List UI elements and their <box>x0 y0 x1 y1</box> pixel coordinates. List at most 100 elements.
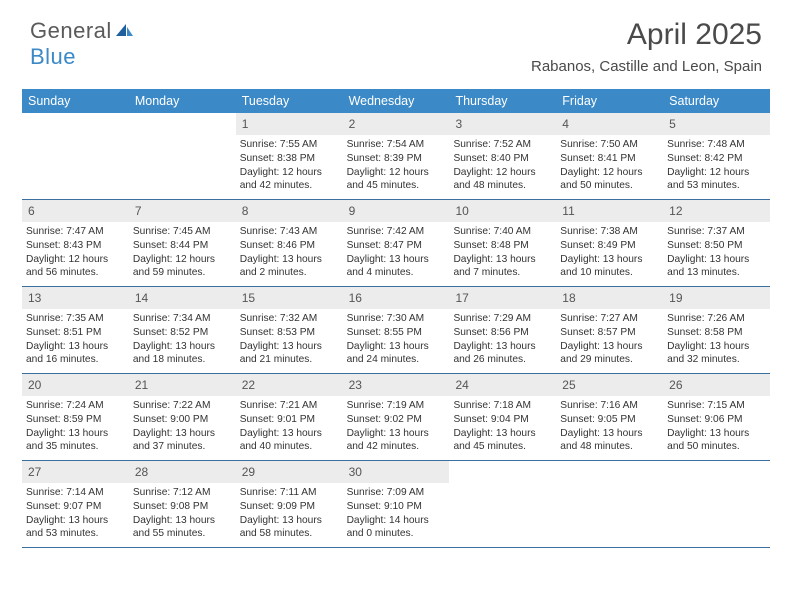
day-number: 28 <box>129 461 236 483</box>
day-details: Sunrise: 7:37 AMSunset: 8:50 PMDaylight:… <box>667 225 766 280</box>
day-number: 6 <box>22 200 129 222</box>
day-details: Sunrise: 7:47 AMSunset: 8:43 PMDaylight:… <box>26 225 125 280</box>
day-cell: 30Sunrise: 7:09 AMSunset: 9:10 PMDayligh… <box>343 461 450 547</box>
day-details: Sunrise: 7:29 AMSunset: 8:56 PMDaylight:… <box>453 312 552 367</box>
day-details: Sunrise: 7:50 AMSunset: 8:41 PMDaylight:… <box>560 138 659 193</box>
day-cell: 16 Sunrise: 7:30 AMSunset: 8:55 PMDayligh… <box>343 287 450 373</box>
day-number: 19 <box>663 287 770 309</box>
day-cell: . <box>663 461 770 547</box>
day-number: 27 <box>22 461 129 483</box>
week-row: 6 Sunrise: 7:47 AMSunset: 8:43 PMDaylight… <box>22 200 770 287</box>
dow-header-row: SundayMondayTuesdayWednesdayThursdayFrid… <box>22 89 770 113</box>
day-details: Sunrise: 7:42 AMSunset: 8:47 PMDaylight:… <box>347 225 446 280</box>
day-details: Sunrise: 7:16 AMSunset: 9:05 PMDaylight:… <box>560 399 659 454</box>
dow-cell: Sunday <box>22 89 129 113</box>
day-cell: 4 Sunrise: 7:50 AMSunset: 8:41 PMDaylight… <box>556 113 663 199</box>
day-details: Sunrise: 7:21 AMSunset: 9:01 PMDaylight:… <box>240 399 339 454</box>
day-cell: 11 Sunrise: 7:38 AMSunset: 8:49 PMDayligh… <box>556 200 663 286</box>
day-cell: 26 Sunrise: 7:15 AMSunset: 9:06 PMDayligh… <box>663 374 770 460</box>
day-number: 17 <box>449 287 556 309</box>
day-cell: 13 Sunrise: 7:35 AMSunset: 8:51 PMDayligh… <box>22 287 129 373</box>
day-details: Sunrise: 7:55 AMSunset: 8:38 PMDaylight:… <box>240 138 339 193</box>
day-cell: 14Sunrise: 7:34 AMSunset: 8:52 PMDayligh… <box>129 287 236 373</box>
day-details: Sunrise: 7:18 AMSunset: 9:04 PMDaylight:… <box>453 399 552 454</box>
day-number: 22 <box>236 374 343 396</box>
dow-cell: Tuesday <box>236 89 343 113</box>
day-cell: 10Sunrise: 7:40 AMSunset: 8:48 PMDayligh… <box>449 200 556 286</box>
day-cell: 15 Sunrise: 7:32 AMSunset: 8:53 PMDayligh… <box>236 287 343 373</box>
day-number: 9 <box>343 200 450 222</box>
day-details: Sunrise: 7:34 AMSunset: 8:52 PMDaylight:… <box>133 312 232 367</box>
dow-cell: Thursday <box>449 89 556 113</box>
day-details: Sunrise: 7:54 AMSunset: 8:39 PMDaylight:… <box>347 138 446 193</box>
day-cell: 3 Sunrise: 7:52 AMSunset: 8:40 PMDaylight… <box>449 113 556 199</box>
day-number: 11 <box>556 200 663 222</box>
calendar: SundayMondayTuesdayWednesdayThursdayFrid… <box>22 89 770 548</box>
day-details: Sunrise: 7:38 AMSunset: 8:49 PMDaylight:… <box>560 225 659 280</box>
day-cell: . <box>129 113 236 199</box>
day-number: 16 <box>343 287 450 309</box>
day-cell: . <box>22 113 129 199</box>
day-details: Sunrise: 7:35 AMSunset: 8:51 PMDaylight:… <box>26 312 125 367</box>
day-cell: 21Sunrise: 7:22 AMSunset: 9:00 PMDayligh… <box>129 374 236 460</box>
day-cell: 8 Sunrise: 7:43 AMSunset: 8:46 PMDaylight… <box>236 200 343 286</box>
day-cell: 17 Sunrise: 7:29 AMSunset: 8:56 PMDayligh… <box>449 287 556 373</box>
day-details: Sunrise: 7:43 AMSunset: 8:46 PMDaylight:… <box>240 225 339 280</box>
day-number: 20 <box>22 374 129 396</box>
day-details: Sunrise: 7:52 AMSunset: 8:40 PMDaylight:… <box>453 138 552 193</box>
day-number: 7 <box>129 200 236 222</box>
day-details: Sunrise: 7:30 AMSunset: 8:55 PMDaylight:… <box>347 312 446 367</box>
day-number: 4 <box>556 113 663 135</box>
day-cell: 9 Sunrise: 7:42 AMSunset: 8:47 PMDaylight… <box>343 200 450 286</box>
location-text: Rabanos, Castille and Leon, Spain <box>531 58 762 75</box>
day-number: 8 <box>236 200 343 222</box>
page-title: April 2025 <box>531 18 762 52</box>
logo-text-part1: General <box>30 18 112 43</box>
dow-cell: Monday <box>129 89 236 113</box>
day-details: Sunrise: 7:19 AMSunset: 9:02 PMDaylight:… <box>347 399 446 454</box>
day-details: Sunrise: 7:27 AMSunset: 8:57 PMDaylight:… <box>560 312 659 367</box>
day-cell: 18 Sunrise: 7:27 AMSunset: 8:57 PMDayligh… <box>556 287 663 373</box>
day-details: Sunrise: 7:40 AMSunset: 8:48 PMDaylight:… <box>453 225 552 280</box>
day-number: 1 <box>236 113 343 135</box>
day-cell: 2 Sunrise: 7:54 AMSunset: 8:39 PMDaylight… <box>343 113 450 199</box>
dow-cell: Wednesday <box>343 89 450 113</box>
day-number: 26 <box>663 374 770 396</box>
logo: General Blue <box>30 18 134 70</box>
day-details: Sunrise: 7:14 AMSunset: 9:07 PMDaylight:… <box>26 486 125 541</box>
day-cell: 20Sunrise: 7:24 AMSunset: 8:59 PMDayligh… <box>22 374 129 460</box>
day-cell: 5Sunrise: 7:48 AMSunset: 8:42 PMDaylight… <box>663 113 770 199</box>
day-number: 3 <box>449 113 556 135</box>
day-cell: 25 Sunrise: 7:16 AMSunset: 9:05 PMDayligh… <box>556 374 663 460</box>
day-number: 2 <box>343 113 450 135</box>
day-details: Sunrise: 7:26 AMSunset: 8:58 PMDaylight:… <box>667 312 766 367</box>
day-details: Sunrise: 7:45 AMSunset: 8:44 PMDaylight:… <box>133 225 232 280</box>
day-cell: . <box>449 461 556 547</box>
day-number: 21 <box>129 374 236 396</box>
day-number: 18 <box>556 287 663 309</box>
logo-text-part2: Blue <box>30 44 76 69</box>
day-cell: 29 Sunrise: 7:11 AMSunset: 9:09 PMDayligh… <box>236 461 343 547</box>
day-cell: 24Sunrise: 7:18 AMSunset: 9:04 PMDayligh… <box>449 374 556 460</box>
day-details: Sunrise: 7:09 AMSunset: 9:10 PMDaylight:… <box>347 486 446 541</box>
day-details: Sunrise: 7:15 AMSunset: 9:06 PMDaylight:… <box>667 399 766 454</box>
day-number: 13 <box>22 287 129 309</box>
day-cell: 6 Sunrise: 7:47 AMSunset: 8:43 PMDaylight… <box>22 200 129 286</box>
day-cell: 19 Sunrise: 7:26 AMSunset: 8:58 PMDayligh… <box>663 287 770 373</box>
day-details: Sunrise: 7:11 AMSunset: 9:09 PMDaylight:… <box>240 486 339 541</box>
dow-cell: Saturday <box>663 89 770 113</box>
day-cell: 27 Sunrise: 7:14 AMSunset: 9:07 PMDayligh… <box>22 461 129 547</box>
day-number: 12 <box>663 200 770 222</box>
week-row: 20Sunrise: 7:24 AMSunset: 8:59 PMDayligh… <box>22 374 770 461</box>
dow-cell: Friday <box>556 89 663 113</box>
day-number: 29 <box>236 461 343 483</box>
day-details: Sunrise: 7:32 AMSunset: 8:53 PMDaylight:… <box>240 312 339 367</box>
day-details: Sunrise: 7:12 AMSunset: 9:08 PMDaylight:… <box>133 486 232 541</box>
day-cell: 12 Sunrise: 7:37 AMSunset: 8:50 PMDayligh… <box>663 200 770 286</box>
sail-icon <box>114 18 134 44</box>
day-number: 23 <box>343 374 450 396</box>
day-number: 15 <box>236 287 343 309</box>
title-block: April 2025 Rabanos, Castille and Leon, S… <box>531 18 762 75</box>
day-number: 25 <box>556 374 663 396</box>
day-number: 5 <box>663 113 770 135</box>
